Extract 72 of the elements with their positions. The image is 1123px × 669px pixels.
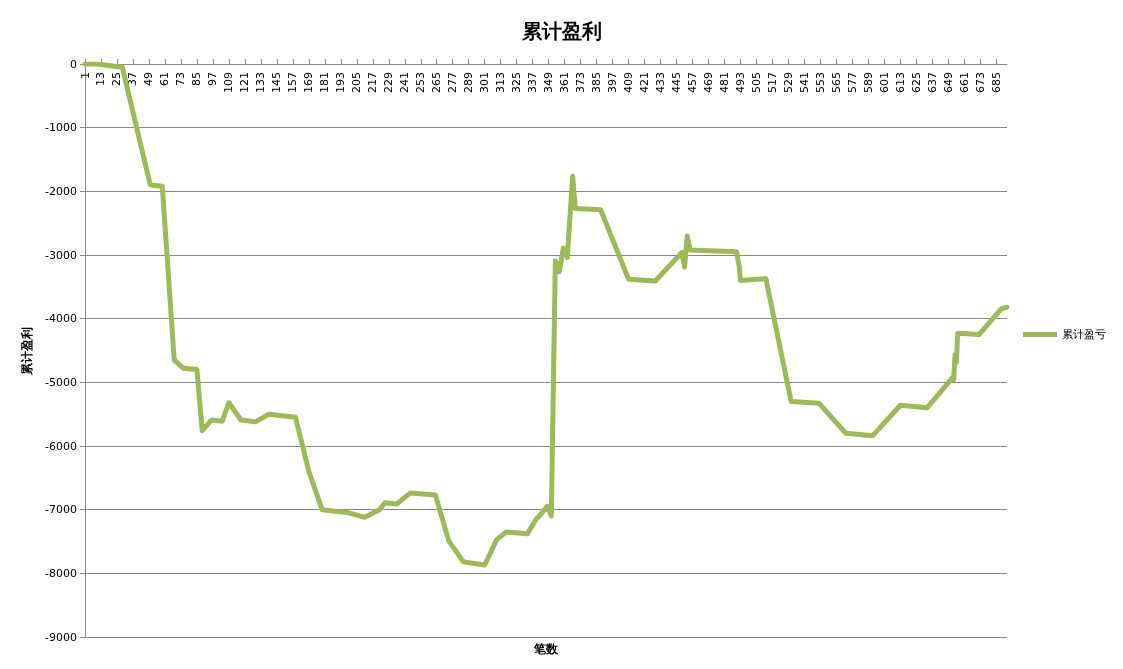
x-tick-label: 265 xyxy=(430,72,444,93)
x-tick-label: 181 xyxy=(318,72,332,93)
x-tick-label: 541 xyxy=(797,72,811,93)
x-tick-label: 553 xyxy=(813,72,827,93)
x-tick-label: 169 xyxy=(302,72,316,93)
x-tick-label: 469 xyxy=(702,72,716,93)
x-tick-label: 625 xyxy=(909,72,923,93)
x-tick-label: 49 xyxy=(142,72,156,86)
x-tick-label: 601 xyxy=(877,72,891,93)
x-tick-label: 529 xyxy=(781,72,795,93)
x-tick-label: 613 xyxy=(893,72,907,93)
x-tick-label: 325 xyxy=(510,72,524,93)
x-tick-label: 649 xyxy=(941,72,955,93)
x-tick-label: 217 xyxy=(366,72,380,93)
y-tick-label: -5000 xyxy=(45,375,77,389)
x-tick-label: 373 xyxy=(574,72,588,93)
x-tick-label: 25 xyxy=(110,72,124,86)
x-tick-label: 277 xyxy=(446,72,460,93)
x-tick-label: 85 xyxy=(190,72,204,86)
y-tick-label: -6000 xyxy=(45,439,77,453)
x-tick-label: 457 xyxy=(686,72,700,93)
x-tick-label: 433 xyxy=(654,72,668,93)
x-tick-label: 145 xyxy=(270,72,284,93)
x-tick-label: 313 xyxy=(494,72,508,93)
x-tick-label: 73 xyxy=(174,72,188,86)
x-tick-label: 397 xyxy=(606,72,620,93)
x-tick-label: 589 xyxy=(861,72,875,93)
x-tick-label: 517 xyxy=(766,72,779,93)
x-tick-label: 109 xyxy=(222,72,236,93)
x-tick-label: 493 xyxy=(734,72,748,93)
x-tick-label: 133 xyxy=(254,72,268,93)
x-tick-label: 301 xyxy=(478,72,492,93)
x-tick-label: 661 xyxy=(957,72,971,93)
x-tick-label: 361 xyxy=(558,72,572,93)
x-tick-label: 637 xyxy=(925,72,939,93)
x-tick-label: 673 xyxy=(973,72,987,93)
x-tick-label: 349 xyxy=(542,72,556,93)
y-tick-label: -8000 xyxy=(45,566,77,580)
x-tick-label: 505 xyxy=(750,72,764,93)
x-tick-label: 445 xyxy=(670,72,684,93)
x-tick-label: 481 xyxy=(718,72,732,93)
x-tick-label: 97 xyxy=(206,72,220,86)
x-tick-label: 121 xyxy=(238,72,252,93)
x-tick-label: 289 xyxy=(462,72,476,93)
x-tick-label: 421 xyxy=(638,72,652,93)
x-tick-label: 229 xyxy=(382,72,396,93)
y-tick-label: -7000 xyxy=(45,503,77,517)
x-tick-label: 385 xyxy=(590,72,604,93)
y-tick-label: -9000 xyxy=(45,630,77,644)
x-tick-label: 565 xyxy=(829,72,843,93)
y-tick-label: 0 xyxy=(70,57,77,71)
x-tick-label: 61 xyxy=(158,72,172,86)
y-tick-label: -1000 xyxy=(45,121,77,135)
y-axis-title: 累计盈利 xyxy=(20,326,34,376)
x-tick-label: 157 xyxy=(286,72,300,93)
x-tick-label: 193 xyxy=(334,72,348,93)
y-tick-label: -4000 xyxy=(45,312,77,326)
x-tick-label: 205 xyxy=(350,72,364,93)
x-axis-title: 笔数 xyxy=(533,642,559,656)
x-tick-label: 1 xyxy=(78,72,92,79)
x-tick-label: 37 xyxy=(126,72,140,86)
y-tick-label: -2000 xyxy=(45,184,77,198)
x-tick-label: 337 xyxy=(526,72,540,93)
y-tick-label: -3000 xyxy=(45,248,77,262)
x-tick-label: 409 xyxy=(622,72,636,93)
legend-label: 累计盈亏 xyxy=(1062,328,1106,341)
x-tick-label: 253 xyxy=(414,72,428,93)
x-tick-label: 13 xyxy=(94,72,108,86)
x-tick-label: 685 xyxy=(989,72,1003,93)
x-tick-label: 577 xyxy=(845,72,859,93)
x-tick-label: 241 xyxy=(398,72,412,93)
chart-title: 累计盈利 xyxy=(520,19,602,43)
